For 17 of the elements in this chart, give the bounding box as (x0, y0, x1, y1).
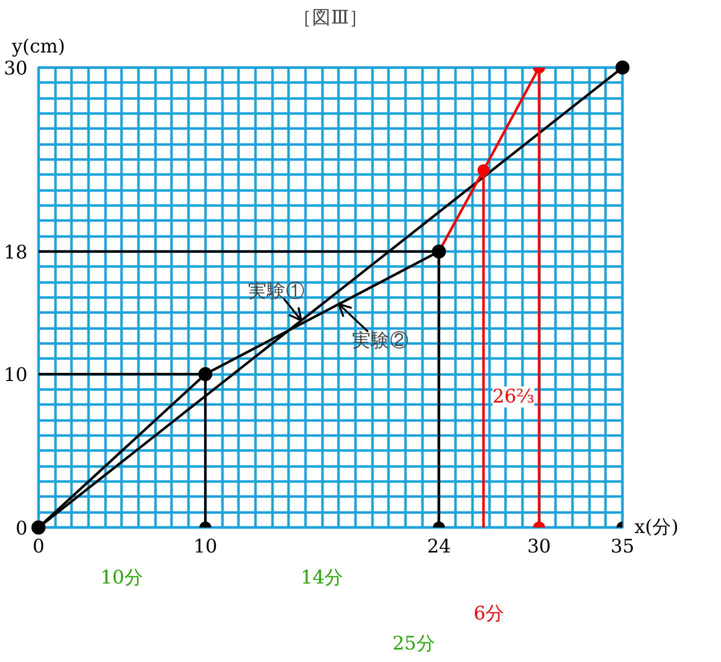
x-tick-label: 10 (193, 536, 218, 558)
text: 6分 (474, 604, 504, 624)
y-tick-label: 0 (16, 518, 28, 540)
y-tick-label: 18 (4, 242, 28, 264)
y-tick-label: 30 (4, 58, 28, 80)
chart-title: ［図Ⅲ］ (293, 8, 368, 28)
y-axis-title: y(cm) (10, 36, 66, 58)
x-tick-label: 24 (427, 536, 451, 558)
x-tick-label: 30 (527, 536, 551, 558)
x-axis-title: x(分) (634, 517, 679, 538)
y-tick-label: 10 (4, 365, 28, 386)
text: 14分 (300, 568, 344, 588)
x-tick-label: 35 (610, 536, 634, 558)
annotation: 26⅔ (492, 386, 534, 408)
text: 10分 (100, 568, 144, 588)
text: 25分 (392, 634, 436, 654)
x-tick-label: 0 (32, 536, 44, 558)
